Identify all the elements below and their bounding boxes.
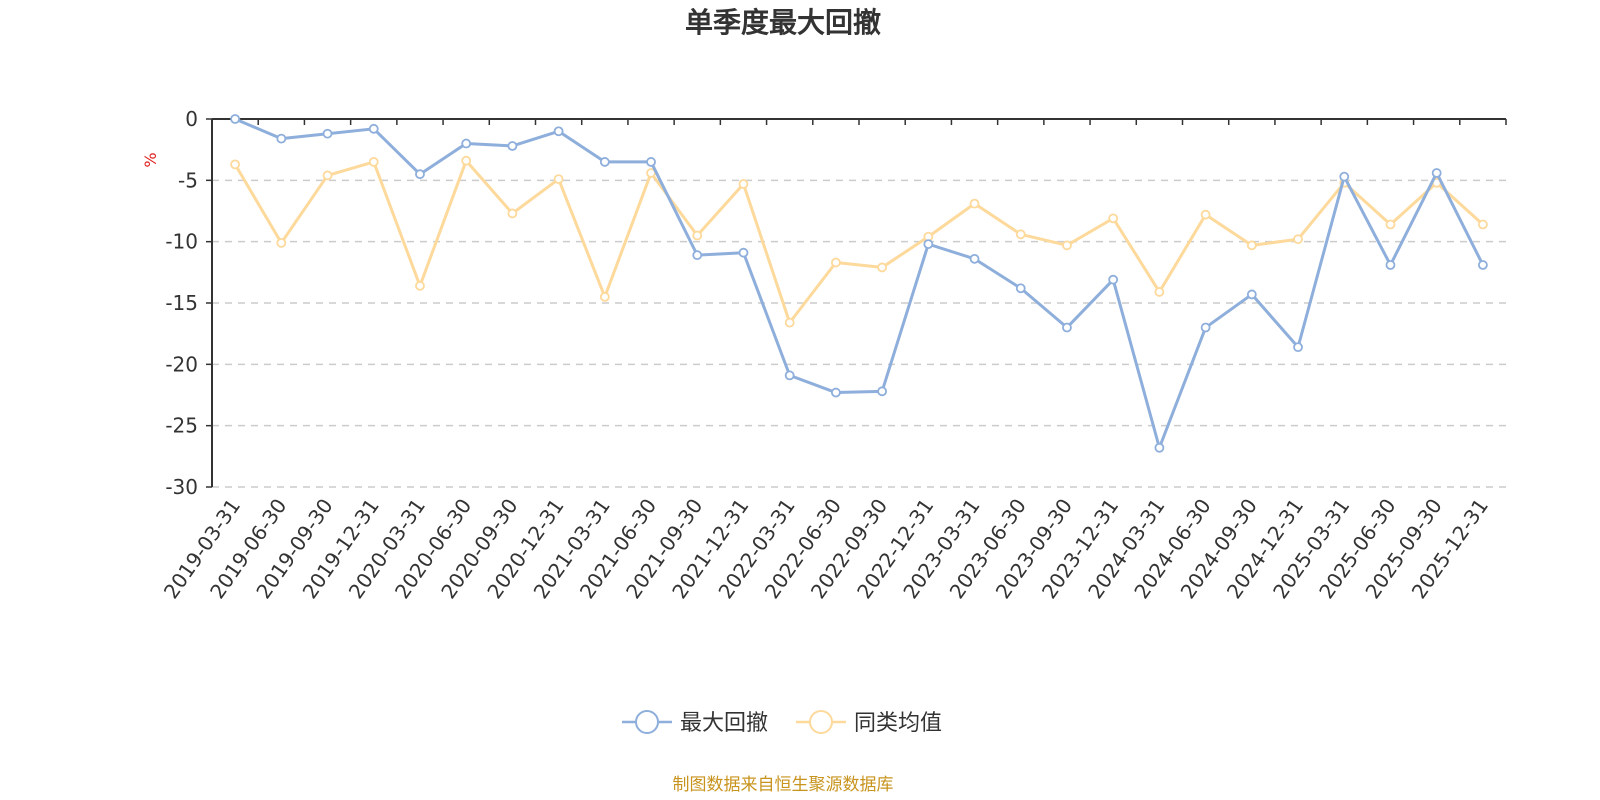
data-point[interactable]	[415, 169, 425, 180]
legend-swatch-marker	[635, 710, 659, 734]
data-point[interactable]	[969, 198, 980, 209]
data-point[interactable]	[1385, 260, 1396, 270]
data-point[interactable]	[1246, 240, 1257, 251]
data-point[interactable]	[276, 237, 287, 248]
data-point[interactable]	[877, 262, 888, 273]
data-point[interactable]	[1477, 260, 1488, 270]
data-point[interactable]	[969, 253, 980, 264]
legend-swatch-marker	[809, 710, 833, 734]
data-point[interactable]	[692, 230, 703, 241]
data-point[interactable]	[322, 128, 333, 139]
axes	[211, 118, 1506, 487]
data-point[interactable]	[1339, 171, 1350, 182]
data-point[interactable]	[1431, 168, 1442, 178]
data-point[interactable]	[1108, 213, 1119, 224]
data-point[interactable]	[507, 141, 518, 151]
data-point[interactable]	[923, 239, 934, 250]
y-tick-label: -15	[165, 291, 198, 315]
data-point[interactable]	[738, 247, 749, 258]
data-point[interactable]	[784, 317, 795, 328]
data-point[interactable]	[738, 179, 749, 189]
data-point[interactable]	[1293, 342, 1303, 353]
legend: 最大回撤 同类均值	[622, 710, 942, 736]
y-axis-unit: %	[141, 152, 160, 167]
data-point[interactable]	[599, 157, 610, 167]
data-point[interactable]	[461, 138, 472, 149]
y-tick-label: -20	[165, 352, 198, 376]
legend-label: 最大回撤	[680, 711, 768, 736]
grid-lines	[212, 179, 1506, 488]
y-tick-label: -25	[165, 414, 198, 438]
data-point[interactable]	[1200, 322, 1211, 333]
series-line	[234, 117, 1485, 450]
data-point[interactable]	[877, 386, 888, 397]
data-point[interactable]	[599, 291, 610, 302]
data-point[interactable]	[276, 133, 287, 144]
data-point[interactable]	[1385, 219, 1396, 230]
data-point[interactable]	[692, 250, 703, 261]
data-point[interactable]	[230, 159, 241, 170]
y-tick-label: -10	[165, 230, 198, 254]
data-point[interactable]	[322, 170, 333, 181]
legend-item-1[interactable]: 同类均值	[796, 710, 942, 736]
data-point[interactable]	[784, 370, 795, 381]
y-tick-label: -5	[178, 168, 198, 192]
data-point[interactable]	[646, 157, 656, 167]
data-point[interactable]	[553, 126, 564, 137]
data-point[interactable]	[507, 208, 518, 219]
data-point[interactable]	[368, 123, 379, 134]
data-point[interactable]	[368, 157, 379, 167]
data-point[interactable]	[1062, 240, 1072, 251]
data-point[interactable]	[230, 114, 241, 124]
data-point[interactable]	[1062, 322, 1072, 333]
data-point[interactable]	[1015, 283, 1026, 294]
data-point[interactable]	[415, 280, 425, 291]
x-axis-ticks: 2019-03-312019-06-302019-09-302019-12-31…	[159, 119, 1507, 603]
series-1	[230, 155, 1488, 328]
y-tick-label: 0	[185, 107, 198, 131]
y-tick-label: -30	[165, 475, 198, 499]
data-point[interactable]	[1108, 274, 1119, 285]
source-note: 制图数据来自恒生聚源数据库	[673, 775, 894, 795]
legend-label: 同类均值	[854, 711, 942, 736]
data-point[interactable]	[1154, 442, 1165, 453]
data-point[interactable]	[1200, 209, 1211, 220]
series-line	[233, 159, 1484, 325]
data-point[interactable]	[553, 174, 564, 185]
data-point[interactable]	[461, 155, 472, 166]
series-0	[230, 114, 1488, 453]
y-axis-ticks: 0 -5 -10 -15 -20 -25 -30	[165, 107, 212, 499]
chart-title: 单季度最大回撤	[685, 6, 881, 39]
data-point[interactable]	[1246, 289, 1257, 300]
data-point[interactable]	[830, 257, 841, 268]
data-point[interactable]	[1015, 229, 1026, 240]
data-point[interactable]	[1293, 234, 1303, 245]
data-point[interactable]	[1477, 219, 1488, 230]
legend-item-0[interactable]: 最大回撤	[622, 710, 768, 736]
series-layer	[230, 114, 1488, 453]
data-point[interactable]	[1154, 287, 1165, 297]
data-point[interactable]	[830, 387, 841, 398]
